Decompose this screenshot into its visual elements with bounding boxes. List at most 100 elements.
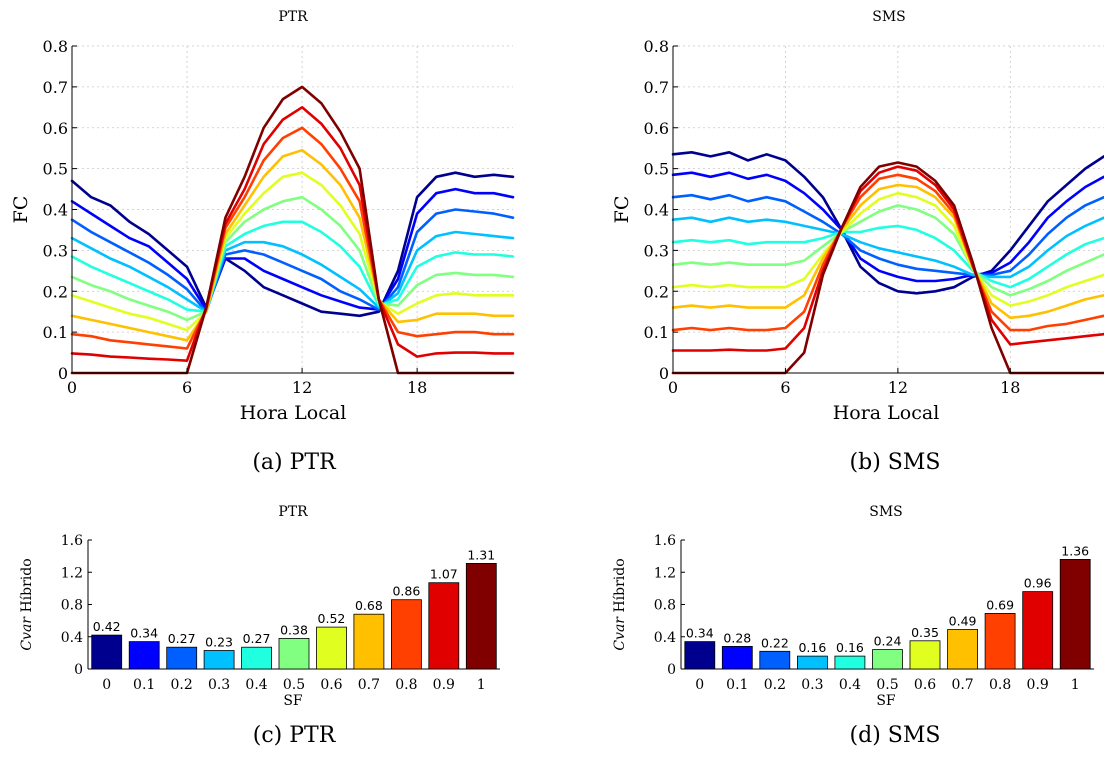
series-line	[671, 165, 1104, 352]
x-tick-label: 12	[292, 378, 312, 397]
bar-value-label: 0.34	[686, 626, 714, 641]
x-tick-label: 0.9	[433, 677, 455, 693]
x-tick-label: 0	[67, 378, 77, 397]
series-line	[70, 220, 515, 314]
series-line	[671, 193, 1104, 277]
bar	[684, 641, 716, 670]
y-tick-label: 0	[659, 364, 669, 383]
series-line	[70, 106, 515, 363]
chart-title: PTR	[278, 9, 308, 25]
x-tick-label: 0.1	[726, 677, 748, 693]
bar	[797, 655, 828, 670]
bar-value-label: 0.49	[949, 613, 977, 628]
y-tick-label: 0.1	[644, 323, 669, 342]
bar	[353, 613, 385, 670]
y-tick-label: 0.1	[43, 323, 68, 342]
x-tick-label: 0.8	[395, 677, 417, 693]
x-tick-label: 0.6	[320, 677, 342, 693]
bar-value-label: 0.27	[168, 631, 196, 646]
y-tick-label: 0.2	[43, 282, 68, 301]
series-line	[70, 208, 515, 314]
y-tick-label: 0.5	[644, 160, 669, 179]
bar	[203, 650, 235, 670]
x-tick-label: 0	[695, 677, 704, 693]
chart-title: SMS	[869, 504, 903, 520]
y-tick-label: 0.6	[43, 119, 68, 138]
line-chart-ptr: 0 0.1 0.2 0.3 0.4 0.5 0.6 0.7 0.8 0 6 12 18 PTR Hora L…	[10, 9, 515, 424]
y-axis-label: Cvar Híbrido	[612, 558, 628, 650]
x-axis-label: Hora Local	[833, 402, 940, 424]
y-axis-label-rest: Híbrido	[19, 558, 35, 617]
y-tick-label: 0.4	[43, 201, 68, 220]
y-tick-label: 0.7	[43, 78, 68, 97]
x-tick-label: 0.1	[133, 677, 155, 693]
bar-chart-sms: 0 0.4 0.8 1.2 1.6 0.34 0 0.28 0.1 0.22 0.2 0.16 0.3 0…	[612, 504, 1094, 709]
y-tick-label: 1.6	[654, 533, 676, 549]
bar	[909, 640, 941, 670]
series-line	[70, 126, 515, 350]
bar-value-label: 0.27	[243, 631, 271, 646]
series-line	[671, 204, 1104, 297]
x-tick-label: 18	[1000, 378, 1020, 397]
bar	[759, 650, 791, 670]
y-axis-label-italic: Cvar	[612, 616, 628, 651]
series-line	[70, 187, 515, 311]
y-axis-label-italic: Cvar	[19, 616, 35, 651]
y-tick-label: 0	[667, 662, 676, 678]
caption-b: (b) SMS	[850, 450, 941, 475]
x-tick-label: 0.5	[876, 677, 898, 693]
caption-a: (a) PTR	[252, 450, 337, 475]
chart-title: SMS	[872, 9, 906, 25]
y-tick-label: 0.8	[654, 598, 676, 614]
series-line	[70, 171, 515, 318]
series-line	[671, 191, 1104, 307]
bar	[721, 646, 753, 670]
x-tick-label: 0.9	[1027, 677, 1049, 693]
bar-value-label: 0.16	[836, 640, 864, 655]
bar	[984, 613, 1016, 670]
bar-value-label: 0.35	[911, 625, 939, 640]
x-axis-label: SF	[876, 693, 896, 709]
x-tick-label: 0	[668, 378, 678, 397]
bar	[465, 563, 497, 670]
bar	[390, 599, 422, 670]
y-tick-label: 0.7	[644, 78, 669, 97]
y-tick-label: 1.6	[61, 533, 83, 549]
bar	[872, 649, 903, 670]
chart-title: PTR	[278, 504, 308, 520]
y-tick-label: 0.5	[43, 160, 68, 179]
y-tick-label: 0	[74, 662, 83, 678]
y-axis-label: FC	[10, 196, 32, 224]
series-line	[70, 171, 515, 332]
x-axis-label: Hora Local	[240, 402, 347, 424]
y-tick-label: 0	[58, 364, 68, 383]
bar-value-label: 0.28	[723, 630, 751, 645]
y-tick-label: 0.4	[61, 630, 83, 646]
x-tick-label: 6	[182, 378, 192, 397]
x-tick-label: 0.8	[989, 677, 1011, 693]
x-tick-label: 1	[477, 677, 486, 693]
caption-c: (c) PTR	[253, 723, 337, 748]
bar-value-label: 1.31	[467, 547, 495, 562]
y-tick-label: 0.2	[644, 282, 669, 301]
x-tick-label: 6	[780, 378, 790, 397]
bar-value-label: 0.96	[1024, 576, 1052, 591]
x-tick-label: 0.7	[951, 677, 973, 693]
y-axis-label-rest: Híbrido	[612, 558, 628, 617]
series-line	[671, 151, 1104, 295]
bar	[91, 634, 123, 670]
series-line	[671, 216, 1104, 279]
x-tick-label: 0.2	[171, 677, 193, 693]
x-tick-label: 1	[1071, 677, 1080, 693]
bar	[241, 646, 273, 670]
series-line	[671, 173, 1104, 332]
y-tick-label: 0.4	[654, 630, 676, 646]
series-line	[70, 230, 515, 314]
series-line	[70, 195, 515, 322]
bar	[278, 638, 310, 670]
y-tick-label: 0.8	[61, 598, 83, 614]
bar-value-label: 1.07	[430, 567, 458, 582]
bar	[166, 646, 198, 670]
x-tick-label: 0.4	[839, 677, 861, 693]
x-tick-label: 0.3	[801, 677, 823, 693]
